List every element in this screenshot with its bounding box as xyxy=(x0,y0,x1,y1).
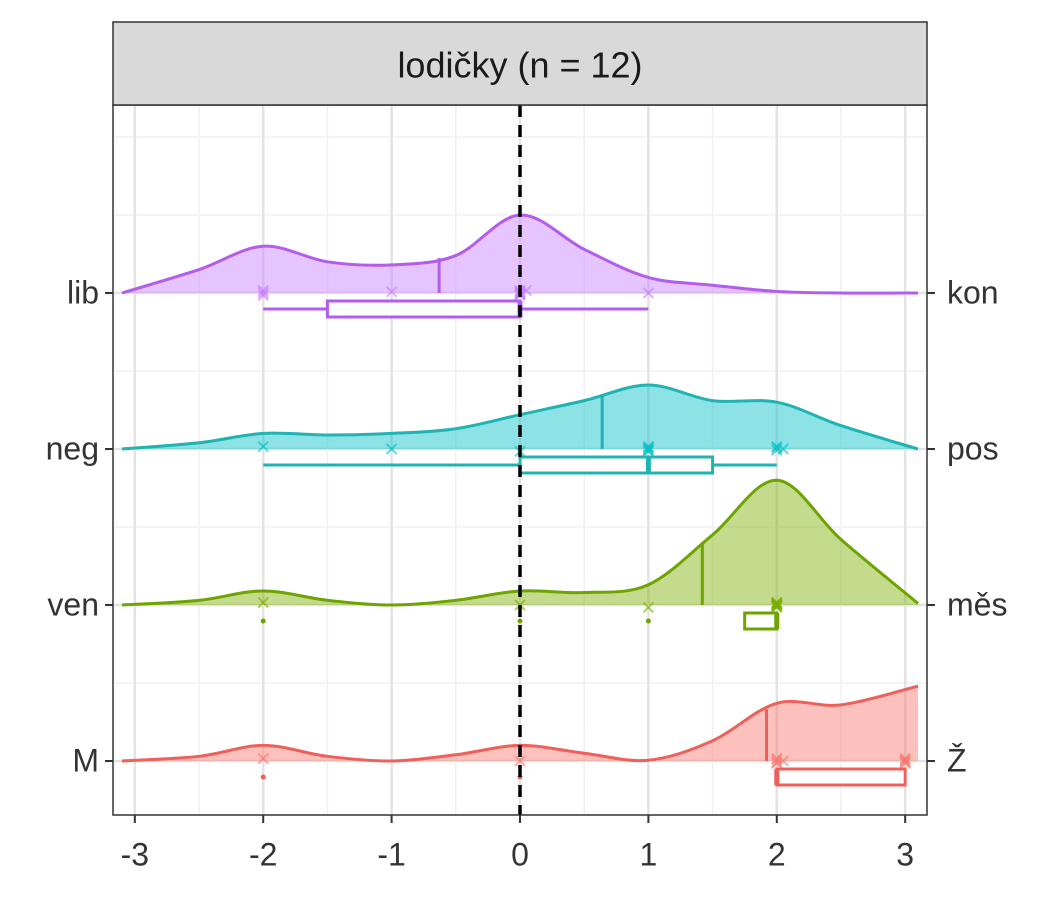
data-point xyxy=(385,286,398,298)
chart-title: lodičky (n = 12) xyxy=(397,45,642,86)
point-stroke xyxy=(514,755,526,767)
box xyxy=(775,767,907,787)
density-area xyxy=(121,686,919,762)
x-tick-label: 0 xyxy=(511,836,529,872)
data-point xyxy=(257,289,269,302)
data-point xyxy=(777,755,789,767)
y2-tick-label: pos xyxy=(947,430,999,466)
outlier xyxy=(645,618,651,624)
data-point xyxy=(771,596,783,609)
density-line xyxy=(121,478,919,607)
x-tick-label: 2 xyxy=(768,836,786,872)
box xyxy=(325,299,522,319)
point-stroke xyxy=(777,443,789,455)
point-stroke xyxy=(642,443,655,455)
point-stroke xyxy=(771,599,783,611)
point-stroke xyxy=(257,752,269,765)
point-stroke xyxy=(257,284,269,297)
x-tick-label: -2 xyxy=(249,836,277,872)
data-point xyxy=(257,440,269,453)
data-point xyxy=(385,443,398,455)
data-point xyxy=(257,287,269,299)
data-point xyxy=(257,752,269,765)
data-point xyxy=(642,601,655,614)
data-point xyxy=(642,287,655,299)
data-point xyxy=(899,752,911,765)
x-tick-label: -1 xyxy=(377,836,405,872)
strip xyxy=(112,21,928,106)
point-stroke xyxy=(257,287,269,299)
point-stroke xyxy=(642,601,655,614)
point-stroke xyxy=(257,289,269,302)
x-tick-label: 1 xyxy=(639,836,657,872)
point-stroke xyxy=(257,596,269,609)
marks xyxy=(121,105,919,815)
point-stroke xyxy=(642,445,655,458)
point-stroke xyxy=(385,443,398,455)
density-area xyxy=(121,385,919,449)
data-point xyxy=(514,755,526,767)
data-point xyxy=(899,755,911,767)
data-point xyxy=(771,440,783,453)
data-point xyxy=(642,443,655,455)
data-point xyxy=(771,752,783,765)
y-tick-label: ven xyxy=(47,586,99,622)
point-stroke xyxy=(257,440,269,453)
y-tick-label: lib xyxy=(67,274,99,310)
density-area xyxy=(121,480,919,605)
y2-tick-label: kon xyxy=(947,274,999,310)
point-stroke xyxy=(899,752,911,765)
x-tick-label: -3 xyxy=(121,836,149,872)
data-point xyxy=(777,443,789,455)
box xyxy=(518,455,715,475)
point-stroke xyxy=(642,287,655,299)
y-tick-label: M xyxy=(72,742,99,778)
point-stroke xyxy=(771,440,783,453)
outlier xyxy=(517,618,523,624)
box xyxy=(743,611,779,631)
point-stroke xyxy=(520,284,533,297)
y-tick-label: neg xyxy=(46,430,99,466)
data-point xyxy=(520,284,533,297)
data-point xyxy=(771,599,783,611)
point-stroke xyxy=(771,596,783,609)
point-stroke xyxy=(771,752,783,765)
point-stroke xyxy=(899,755,911,767)
point-stroke xyxy=(642,440,655,453)
data-point xyxy=(642,440,655,453)
y2-tick-label: Ž xyxy=(947,742,967,778)
data-point xyxy=(257,284,269,297)
y2-tick-label: měs xyxy=(947,586,1007,622)
outlier xyxy=(260,618,266,624)
data-point xyxy=(257,596,269,609)
x-tick-label: 3 xyxy=(896,836,914,872)
data-point xyxy=(642,445,655,458)
point-stroke xyxy=(385,286,398,298)
point-stroke xyxy=(777,755,789,767)
outlier xyxy=(260,774,266,780)
